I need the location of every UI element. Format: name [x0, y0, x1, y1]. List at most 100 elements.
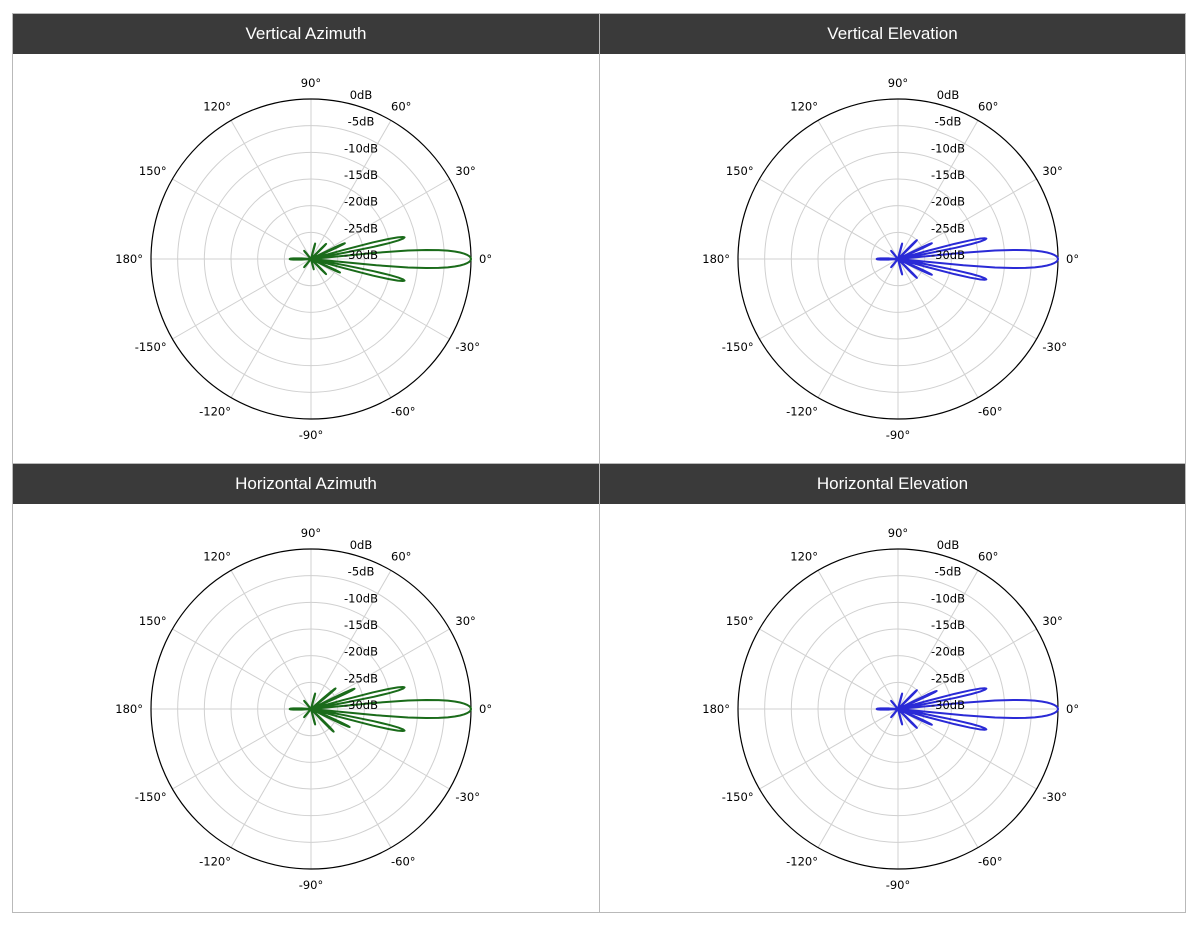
radial-tick-label: -30dB	[344, 698, 378, 712]
pattern-series	[288, 235, 472, 283]
angle-tick-label: 30°	[1042, 614, 1062, 628]
radial-tick-label: -25dB	[344, 221, 378, 235]
angle-tick-label: 90°	[888, 76, 908, 90]
panel-horizontal-elevation: Horizontal Elevation 0° 30° 60° 90° 120° 150°…	[600, 464, 1185, 912]
grid-spoke	[897, 628, 1037, 710]
grid-spoke	[817, 708, 899, 848]
angle-tick-label: 30°	[455, 164, 475, 178]
panel-title: Horizontal Azimuth	[13, 464, 599, 504]
radial-tick-label: -30dB	[344, 248, 378, 262]
panel-vertical-azimuth: Vertical Azimuth 0° 30° 60° 90° 120° 150° 180°…	[13, 14, 599, 463]
grid-spoke	[310, 628, 450, 710]
angle-tick-label: 180°	[702, 702, 730, 716]
radial-tick-label: -10dB	[931, 591, 965, 605]
radial-tick-label: -5dB	[348, 565, 375, 579]
pattern-series	[288, 685, 472, 733]
radial-tick-label: -10dB	[344, 141, 378, 155]
grid-spoke	[817, 570, 899, 710]
horizontal-divider	[13, 463, 1185, 464]
polar-chart-grid: Vertical Azimuth 0° 30° 60° 90° 120° 150° 180°…	[12, 13, 1186, 913]
grid-spoke	[897, 178, 1037, 260]
grid-spoke	[172, 178, 312, 260]
grid-spoke	[310, 570, 392, 710]
angle-tick-label: 90°	[301, 76, 321, 90]
grid-spoke	[310, 258, 450, 340]
panel-title: Vertical Azimuth	[13, 14, 599, 54]
angle-tick-label: 120°	[790, 550, 818, 564]
grid-spoke	[310, 178, 450, 260]
radial-tick-label: -20dB	[931, 195, 965, 209]
pattern-series	[875, 237, 1059, 281]
angle-tick-label: -120°	[786, 404, 818, 418]
angle-tick-label: 150°	[726, 164, 754, 178]
angle-tick-label: 180°	[115, 702, 143, 716]
radial-tick-label: 0dB	[937, 538, 960, 552]
radial-tick-label: -15dB	[931, 618, 965, 632]
angle-tick-label: -60°	[978, 854, 1003, 868]
angle-tick-label: -90°	[299, 428, 324, 442]
grid-spoke	[230, 258, 312, 398]
grid-spoke	[897, 258, 979, 398]
radial-tick-label: 0dB	[350, 538, 373, 552]
angle-tick-label: -60°	[391, 854, 416, 868]
angle-tick-label: -30°	[1042, 340, 1067, 354]
angle-tick-label: -60°	[391, 404, 416, 418]
polar-chart-vertical-azimuth: 0° 30° 60° 90° 120° 150° 180° -150° -120° -90° -60…	[115, 76, 492, 442]
radial-tick-label: -5dB	[935, 115, 962, 129]
angle-tick-label: 90°	[888, 526, 908, 540]
radial-tick-label: -15dB	[931, 168, 965, 182]
radial-tick-label: -20dB	[344, 645, 378, 659]
grid-spoke	[759, 628, 899, 710]
angle-tick-label: 180°	[702, 252, 730, 266]
angle-tick-label: -120°	[199, 404, 231, 418]
angle-tick-label: -60°	[978, 404, 1003, 418]
grid-spoke	[310, 120, 392, 260]
grid-spoke	[172, 628, 312, 710]
radial-tick-label: -15dB	[344, 618, 378, 632]
angle-tick-label: 30°	[1042, 164, 1062, 178]
angle-tick-label: -30°	[455, 340, 480, 354]
angle-tick-label: 60°	[978, 100, 998, 114]
angle-tick-label: -30°	[455, 790, 480, 804]
angle-tick-label: -90°	[886, 878, 911, 892]
grid-spoke	[172, 258, 312, 340]
angle-tick-label: 0°	[479, 252, 492, 266]
grid-spoke	[897, 570, 979, 710]
grid-spoke	[230, 120, 312, 260]
angle-tick-label: 120°	[203, 100, 231, 114]
grid-spoke	[897, 708, 1037, 790]
polar-chart-horizontal-azimuth: 0° 30° 60° 90° 120° 150° 180° -150° -120° -90° -60…	[115, 526, 492, 892]
angle-tick-label: -150°	[135, 340, 167, 354]
angle-tick-label: 150°	[139, 614, 167, 628]
grid-spoke	[897, 120, 979, 260]
angle-tick-label: 60°	[391, 100, 411, 114]
radial-tick-label: -30dB	[931, 698, 965, 712]
radial-tick-label: -10dB	[931, 141, 965, 155]
radial-tick-label: -5dB	[935, 565, 962, 579]
grid-spoke	[759, 258, 899, 340]
angle-tick-label: -30°	[1042, 790, 1067, 804]
panel-title: Horizontal Elevation	[600, 464, 1185, 504]
grid-spoke	[897, 708, 979, 848]
grid-spoke	[310, 708, 450, 790]
grid-spoke	[759, 708, 899, 790]
panel-vertical-elevation: Vertical Elevation 0° 30° 60° 90° 120° 150° 18…	[600, 14, 1185, 463]
angle-tick-label: -150°	[722, 790, 754, 804]
radial-tick-label: -25dB	[931, 221, 965, 235]
radial-tick-label: -30dB	[931, 248, 965, 262]
angle-tick-label: 0°	[1066, 252, 1079, 266]
grid-spoke	[310, 708, 392, 848]
angle-tick-label: -150°	[135, 790, 167, 804]
angle-tick-label: 0°	[1066, 702, 1079, 716]
grid-spoke	[172, 708, 312, 790]
angle-tick-label: 60°	[391, 550, 411, 564]
radial-tick-label: 0dB	[937, 88, 960, 102]
radial-tick-label: -10dB	[344, 591, 378, 605]
angle-tick-label: 150°	[139, 164, 167, 178]
angle-tick-label: 0°	[479, 702, 492, 716]
grid-spoke	[897, 258, 1037, 340]
angle-tick-label: -90°	[886, 428, 911, 442]
angle-tick-label: -150°	[722, 340, 754, 354]
polar-chart-horizontal-elevation: 0° 30° 60° 90° 120° 150° 180° -150° -120° -90° -60…	[702, 526, 1079, 892]
angle-tick-label: -90°	[299, 878, 324, 892]
